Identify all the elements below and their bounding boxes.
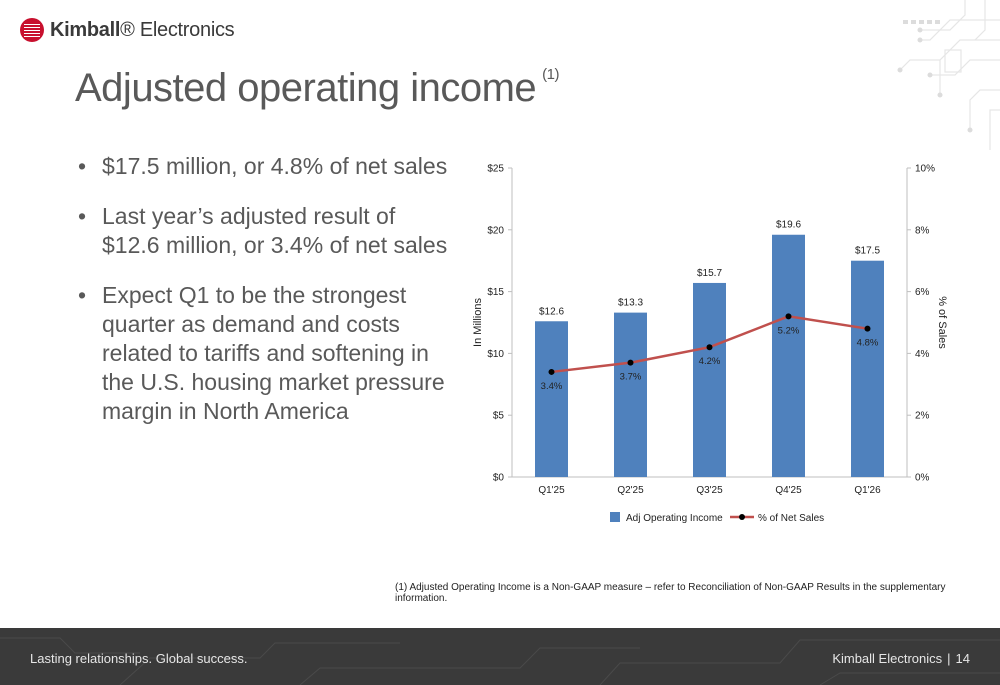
- circuit-decoration: [897, 0, 1000, 150]
- brand-name: Kimball® Electronics: [50, 18, 235, 41]
- footer-company: Kimball Electronics: [832, 651, 943, 666]
- x-tick-label: Q4'25: [775, 485, 802, 496]
- bar: [614, 312, 647, 477]
- x-tick-label: Q1'26: [854, 485, 881, 496]
- bar-value-label: $17.5: [855, 246, 880, 257]
- footer-company-page: Kimball Electronics | 14: [832, 651, 970, 666]
- y-tick-label: $10: [487, 349, 504, 360]
- line-value-label: 3.7%: [620, 372, 642, 383]
- bar-value-label: $12.6: [539, 306, 564, 317]
- line-value-label: 5.2%: [778, 325, 800, 336]
- y2-axis-title: % of Sales: [936, 296, 948, 349]
- legend-swatch-marker: [739, 514, 745, 520]
- bar: [772, 234, 805, 477]
- line-point: [627, 359, 634, 366]
- bar: [535, 321, 568, 477]
- footer-separator: |: [947, 651, 951, 666]
- adj-operating-income-chart: $0 $5 $10 $15 $20 $25 0% 2% 4% 6% 8% 10% In Millions…: [472, 164, 948, 525]
- bullet-list: $17.5 million, or 4.8% of net sales Last…: [78, 152, 448, 447]
- legend-swatch-bar: [610, 512, 620, 522]
- bar-value-label: $13.3: [618, 298, 643, 309]
- line-value-label: 4.2%: [699, 356, 721, 367]
- bullet-item: $17.5 million, or 4.8% of net sales: [78, 152, 448, 181]
- footer: Lasting relationships. Global success. K…: [0, 628, 1000, 685]
- y-tick-label: $5: [493, 411, 505, 422]
- x-tick-label: Q3'25: [696, 485, 723, 496]
- bar-value-label: $15.7: [697, 268, 722, 279]
- brand-name-light: Electronics: [139, 18, 235, 41]
- page-number: 14: [955, 651, 970, 666]
- y2-tick-label: 0%: [915, 473, 930, 484]
- footer-circuit-decoration: [0, 637, 1000, 685]
- y2-tick-label: 10%: [915, 164, 935, 175]
- x-tick-label: Q2'25: [617, 485, 644, 496]
- y2-tick-label: 8%: [915, 225, 930, 236]
- y2-tick-label: 6%: [915, 287, 930, 298]
- footnote: (1) Adjusted Operating Income is a Non-G…: [395, 582, 946, 604]
- line-value-label: 4.8%: [857, 338, 879, 349]
- page-title-text: Adjusted operating income: [75, 66, 537, 110]
- x-tick-label: Q1'25: [538, 485, 565, 496]
- footer-tagline: Lasting relationships. Global success.: [30, 651, 248, 666]
- legend-label: % of Net Sales: [758, 513, 824, 524]
- legend-label: Adj Operating Income: [626, 513, 723, 524]
- kimball-logo: Kimball® Electronics: [20, 18, 235, 42]
- line-point: [864, 325, 871, 332]
- kimball-logo-icon: [20, 18, 44, 42]
- bar: [693, 282, 726, 477]
- y-tick-label: $15: [487, 287, 504, 298]
- y-axis-title: In Millions: [472, 298, 484, 347]
- line-point: [548, 368, 555, 375]
- line-point: [706, 344, 713, 351]
- line-value-label: 3.4%: [541, 381, 563, 392]
- brand-name-bold: Kimball: [50, 18, 121, 41]
- line-point: [785, 313, 792, 320]
- bar-value-label: $19.6: [776, 220, 801, 231]
- y2-tick-label: 2%: [915, 411, 930, 422]
- page-title: Adjusted operating income (1): [75, 66, 559, 111]
- bar: [851, 260, 884, 477]
- y-tick-label: $20: [487, 225, 504, 236]
- y-tick-label: $25: [487, 164, 504, 175]
- bullet-item: Expect Q1 to be the strongest quarter as…: [78, 281, 448, 426]
- y-tick-label: $0: [493, 473, 505, 484]
- y2-tick-label: 4%: [915, 349, 930, 360]
- bullet-item: Last year’s adjusted result of $12.6 mil…: [78, 202, 448, 260]
- title-footnote-marker: (1): [542, 66, 559, 83]
